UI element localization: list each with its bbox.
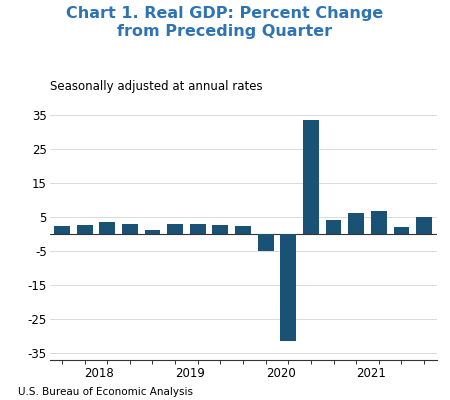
Bar bbox=[303, 120, 319, 234]
Bar bbox=[144, 230, 160, 234]
Bar bbox=[348, 212, 364, 234]
Bar bbox=[371, 211, 387, 234]
Bar bbox=[258, 234, 274, 251]
Bar bbox=[167, 224, 183, 234]
Bar bbox=[393, 227, 410, 234]
Text: 2018: 2018 bbox=[85, 367, 114, 380]
Bar bbox=[416, 217, 432, 234]
Bar bbox=[190, 224, 206, 234]
Text: 2019: 2019 bbox=[175, 367, 205, 380]
Text: U.S. Bureau of Economic Analysis: U.S. Bureau of Economic Analysis bbox=[18, 387, 193, 397]
Text: 2020: 2020 bbox=[266, 367, 295, 380]
Bar bbox=[212, 225, 228, 234]
Text: Chart 1. Real GDP: Percent Change
from Preceding Quarter: Chart 1. Real GDP: Percent Change from P… bbox=[67, 6, 383, 39]
Bar bbox=[235, 226, 251, 234]
Text: 2021: 2021 bbox=[356, 367, 386, 380]
Bar bbox=[76, 226, 93, 234]
Text: Seasonally adjusted at annual rates: Seasonally adjusted at annual rates bbox=[50, 80, 262, 93]
Bar bbox=[54, 226, 70, 234]
Bar bbox=[280, 234, 296, 341]
Bar bbox=[122, 224, 138, 234]
Bar bbox=[99, 222, 115, 234]
Bar bbox=[326, 220, 342, 234]
